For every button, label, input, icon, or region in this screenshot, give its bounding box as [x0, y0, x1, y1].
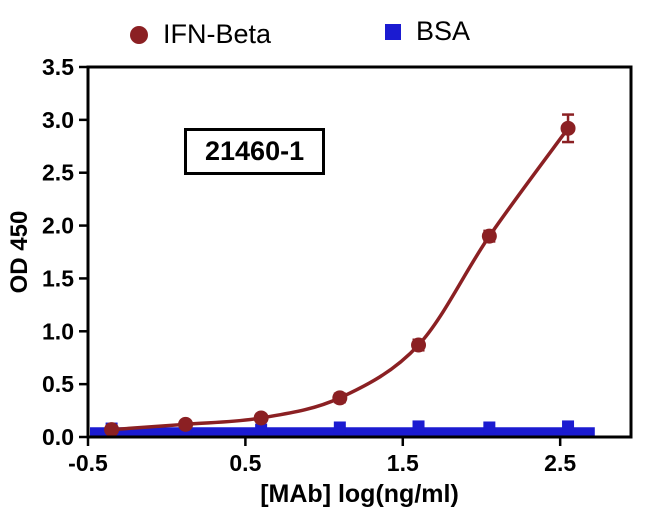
- svg-text:1.5: 1.5: [387, 450, 419, 476]
- x-axis-label: [MAb] log(ng/ml): [260, 480, 459, 508]
- legend-item-ifn-beta: IFN-Beta: [130, 19, 271, 50]
- ifn-beta-circle-marker-icon: [130, 25, 148, 44]
- svg-text:2.0: 2.0: [42, 213, 74, 239]
- y-axis-label: OD 450: [6, 210, 33, 294]
- legend-label-bsa: BSA: [416, 16, 471, 46]
- legend-item-bsa: BSA: [385, 16, 470, 47]
- bsa-square-marker-icon: [385, 23, 401, 40]
- svg-text:3.0: 3.0: [42, 107, 74, 133]
- svg-text:1.5: 1.5: [42, 265, 74, 291]
- legend: IFN-Beta BSA: [0, 0, 650, 62]
- svg-text:-0.5: -0.5: [68, 450, 108, 476]
- svg-text:2.5: 2.5: [42, 160, 74, 186]
- annotation-label: 21460-1: [205, 136, 305, 166]
- svg-text:2.5: 2.5: [544, 450, 576, 476]
- legend-label-ifn-beta: IFN-Beta: [163, 19, 272, 49]
- annotation-box: 21460-1: [184, 128, 326, 175]
- svg-text:1.0: 1.0: [42, 318, 74, 344]
- svg-text:3.5: 3.5: [42, 54, 74, 80]
- svg-text:0.5: 0.5: [229, 450, 261, 476]
- svg-text:0.5: 0.5: [42, 371, 74, 397]
- svg-text:0.0: 0.0: [42, 424, 74, 450]
